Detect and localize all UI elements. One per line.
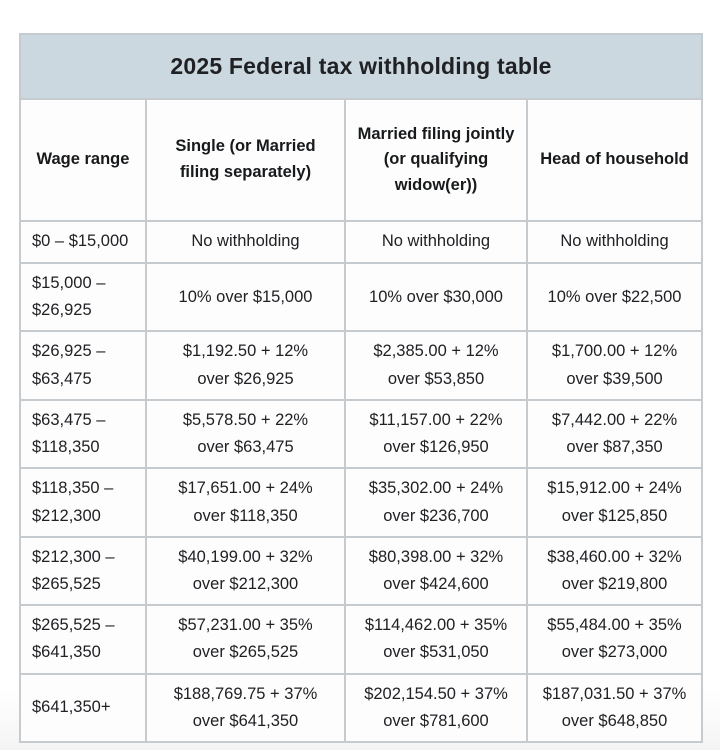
cell-married-filing-jointly: $11,157.00 + 22% over $126,950 bbox=[344, 398, 528, 470]
cell-head-of-household: $187,031.50 + 37% over $648,850 bbox=[525, 672, 704, 744]
table-title: 2025 Federal tax withholding table bbox=[18, 33, 704, 100]
cell-single: $57,231.00 + 35% over $265,525 bbox=[145, 604, 346, 675]
cell-married-filing-jointly: $202,154.50 + 37% over $781,600 bbox=[344, 672, 528, 744]
col-header-head-of-household: Head of household bbox=[525, 98, 704, 222]
cell-wage-range: $0 – $15,000 bbox=[19, 220, 147, 264]
cell-married-filing-jointly: $114,462.00 + 35% over $531,050 bbox=[344, 604, 528, 675]
cell-head-of-household: $38,460.00 + 32% over $219,800 bbox=[525, 535, 704, 607]
cell-head-of-household: $15,912.00 + 24% over $125,850 bbox=[525, 467, 704, 538]
table-row: $118,350 – $212,300 $17,651.00 + 24% ove… bbox=[19, 467, 704, 538]
title-row: 2025 Federal tax withholding table bbox=[18, 33, 704, 100]
cell-single: $5,578.50 + 22% over $63,475 bbox=[145, 398, 346, 470]
cell-head-of-household: $1,700.00 + 12% over $39,500 bbox=[525, 330, 704, 401]
cell-married-filing-jointly: 10% over $30,000 bbox=[344, 261, 528, 333]
table-row: $26,925 – $63,475 $1,192.50 + 12% over $… bbox=[19, 330, 704, 401]
cell-wage-range: $63,475 – $118,350 bbox=[19, 398, 147, 470]
cell-married-filing-jointly: No withholding bbox=[344, 220, 528, 264]
header-row: Wage range Single (or Married filing sep… bbox=[19, 98, 704, 222]
cell-single: $188,769.75 + 37% over $641,350 bbox=[145, 672, 346, 744]
cell-single: $17,651.00 + 24% over $118,350 bbox=[145, 467, 346, 538]
cell-single: 10% over $15,000 bbox=[145, 261, 346, 333]
col-header-wage-range: Wage range bbox=[19, 98, 147, 222]
cell-wage-range: $26,925 – $63,475 bbox=[19, 330, 147, 401]
cell-married-filing-jointly: $80,398.00 + 32% over $424,600 bbox=[344, 535, 528, 607]
table-body: $0 – $15,000 No withholding No withholdi… bbox=[19, 220, 704, 744]
table-row: $265,525 – $641,350 $57,231.00 + 35% ove… bbox=[19, 604, 704, 675]
table-row: $212,300 – $265,525 $40,199.00 + 32% ove… bbox=[19, 535, 704, 607]
cell-single: $1,192.50 + 12% over $26,925 bbox=[145, 330, 346, 401]
table-row: $63,475 – $118,350 $5,578.50 + 22% over … bbox=[19, 398, 704, 470]
cell-single: $40,199.00 + 32% over $212,300 bbox=[145, 535, 346, 607]
cell-wage-range: $265,525 – $641,350 bbox=[19, 604, 147, 675]
cell-wage-range: $641,350+ bbox=[19, 672, 147, 744]
cell-head-of-household: No withholding bbox=[525, 220, 704, 264]
cell-head-of-household: 10% over $22,500 bbox=[525, 261, 704, 333]
col-header-married-filing-jointly: Married filing jointly (or qualifying wi… bbox=[344, 98, 528, 222]
cell-wage-range: $118,350 – $212,300 bbox=[19, 467, 147, 538]
tax-withholding-table: 2025 Federal tax withholding table Wage … bbox=[18, 33, 704, 744]
cell-married-filing-jointly: $2,385.00 + 12% over $53,850 bbox=[344, 330, 528, 401]
cell-single: No withholding bbox=[145, 220, 346, 264]
cell-married-filing-jointly: $35,302.00 + 24% over $236,700 bbox=[344, 467, 528, 538]
table-row: $0 – $15,000 No withholding No withholdi… bbox=[19, 220, 704, 264]
col-header-single: Single (or Married filing separately) bbox=[145, 98, 346, 222]
table-row: $641,350+ $188,769.75 + 37% over $641,35… bbox=[19, 672, 704, 744]
table-row: $15,000 – $26,925 10% over $15,000 10% o… bbox=[19, 261, 704, 333]
cell-wage-range: $212,300 – $265,525 bbox=[19, 535, 147, 607]
cell-head-of-household: $55,484.00 + 35% over $273,000 bbox=[525, 604, 704, 675]
cell-wage-range: $15,000 – $26,925 bbox=[19, 261, 147, 333]
cell-head-of-household: $7,442.00 + 22% over $87,350 bbox=[525, 398, 704, 470]
